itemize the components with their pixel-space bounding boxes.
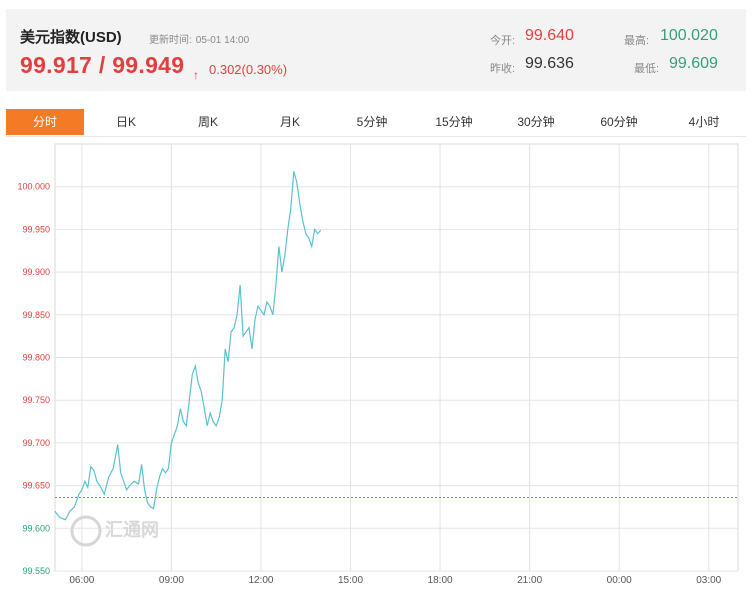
y-tick-label: 99.600 bbox=[22, 523, 50, 533]
tab-daily-k[interactable]: 日K bbox=[115, 115, 136, 129]
y-tick-label: 99.950 bbox=[22, 224, 50, 234]
x-tick-label: 12:00 bbox=[248, 575, 273, 586]
high-label: 最高: bbox=[624, 35, 650, 47]
x-tick-label: 09:00 bbox=[159, 575, 184, 586]
y-tick-label: 99.800 bbox=[22, 353, 50, 363]
watermark-logo-icon bbox=[70, 515, 102, 547]
instrument-title: 美元指数(USD) bbox=[20, 29, 122, 46]
tab-monthly-k[interactable]: 月K bbox=[279, 115, 300, 129]
tab-5min[interactable]: 5分钟 bbox=[356, 115, 388, 129]
timeframe-tabs: 分时 日K 周K 月K 5分钟 15分钟 30分钟 60分钟 4小时 bbox=[6, 109, 746, 135]
tab-60min[interactable]: 60分钟 bbox=[600, 115, 638, 129]
up-arrow-icon: ↑ bbox=[193, 68, 199, 82]
tab-weekly-k[interactable]: 周K bbox=[197, 115, 218, 129]
y-tick-label: 99.700 bbox=[22, 438, 50, 448]
open-label: 今开: bbox=[490, 35, 516, 47]
tabs-divider bbox=[6, 136, 746, 137]
x-tick-label: 18:00 bbox=[428, 575, 453, 586]
tab-intraday[interactable]: 分时 bbox=[6, 109, 84, 135]
y-tick-label: 100.000 bbox=[17, 182, 50, 192]
price-change: 0.302(0.30%) bbox=[209, 62, 288, 77]
x-tick-label: 03:00 bbox=[696, 575, 721, 586]
price-line bbox=[54, 171, 322, 521]
x-tick-label: 00:00 bbox=[607, 575, 632, 586]
y-tick-label: 99.650 bbox=[22, 481, 50, 491]
low-value: 99.609 bbox=[669, 55, 718, 72]
tab-30min[interactable]: 30分钟 bbox=[517, 115, 555, 129]
y-tick-label: 99.550 bbox=[22, 566, 50, 576]
prev-close-label: 昨收: bbox=[490, 63, 516, 75]
x-tick-label: 06:00 bbox=[69, 575, 94, 586]
watermark-text: 汇通网 bbox=[105, 520, 159, 541]
y-tick-label: 99.850 bbox=[22, 310, 50, 320]
update-time-value: 05-01 14:00 bbox=[195, 35, 250, 46]
tab-4hour[interactable]: 4小时 bbox=[688, 115, 720, 129]
quote-header: 美元指数(USD) 更新时间: 05-01 14:00 99.917 / 99.9… bbox=[6, 9, 746, 91]
x-tick-label: 21:00 bbox=[517, 575, 542, 586]
update-time: 更新时间: 05-01 14:00 bbox=[145, 31, 249, 46]
open-value: 99.640 bbox=[525, 27, 574, 44]
x-tick-label: 15:00 bbox=[338, 575, 363, 586]
high-value: 100.020 bbox=[660, 27, 718, 44]
y-tick-label: 99.750 bbox=[22, 395, 50, 405]
y-tick-label: 99.900 bbox=[22, 267, 50, 277]
current-price: 99.917 / 99.949 bbox=[20, 52, 185, 78]
update-label: 更新时间: bbox=[149, 35, 192, 46]
prev-close-value: 99.636 bbox=[525, 55, 574, 72]
low-label: 最低: bbox=[634, 63, 660, 75]
tab-15min[interactable]: 15分钟 bbox=[435, 115, 473, 129]
